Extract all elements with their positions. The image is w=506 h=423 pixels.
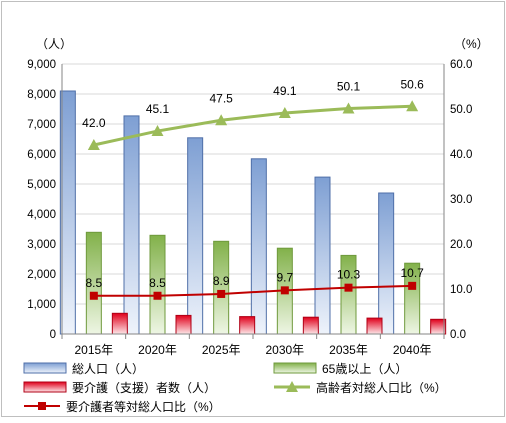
left-tick-label: 7,000: [27, 119, 56, 131]
x-tick-label: 2015年: [74, 343, 113, 357]
square-marker: [217, 289, 226, 298]
x-tick-label: 2040年: [393, 343, 432, 357]
series-line: [93, 104, 413, 147]
x-tick-label: 2035年: [329, 343, 368, 357]
bar: [250, 158, 267, 335]
bar: [430, 318, 447, 335]
right-tick-label: 0.0: [450, 329, 466, 341]
data-label: 8.9: [213, 274, 230, 288]
data-label: 8.5: [149, 276, 166, 290]
legend-label: 65歳以上（人）: [322, 362, 407, 376]
square-marker: [153, 291, 162, 300]
legend-label: 総人口（人）: [72, 362, 144, 376]
bar: [378, 192, 395, 335]
left-tick-label: 1,000: [27, 299, 56, 311]
legend-swatch: [273, 362, 317, 374]
bar: [111, 312, 128, 335]
data-label: 10.3: [337, 268, 361, 282]
right-tick-label: 20.0: [450, 239, 472, 251]
bar: [175, 314, 192, 335]
x-tick-label: 2025年: [202, 343, 241, 357]
left-tick-label: 4,000: [27, 209, 56, 221]
bar-series: [59, 90, 447, 335]
square-marker: [408, 281, 417, 290]
data-label: 9.7: [276, 270, 293, 284]
left-tick-label: 0: [50, 329, 56, 341]
left-tick-label: 5,000: [27, 179, 56, 191]
right-tick-label: 40.0: [450, 149, 472, 161]
bar: [314, 176, 331, 335]
legend-label: 要介護者等対総人口比（%）: [66, 399, 221, 414]
square-marker: [280, 286, 289, 295]
right-tick-label: 50.0: [450, 104, 472, 116]
left-tick-label: 2,000: [27, 269, 56, 281]
bar: [187, 137, 204, 335]
triangle-marker: [406, 100, 419, 112]
axes: （人） （%） 0 1,000 2,000 3,000 4,000 5,000 6,000 7…: [27, 37, 488, 357]
left-axis-unit-label: （人）: [36, 37, 72, 51]
left-tick-label: 8,000: [27, 89, 56, 101]
data-label: 47.5: [209, 91, 233, 105]
right-axis-unit-label: （%）: [454, 37, 489, 51]
legend-swatch: [23, 381, 67, 393]
left-tick-label: 3,000: [27, 239, 56, 251]
right-tick-label: 10.0: [450, 284, 472, 296]
right-tick-label: 60.0: [450, 59, 472, 71]
square-marker: [344, 283, 353, 292]
triangle-marker: [215, 114, 228, 126]
x-tick-label: 2020年: [138, 343, 177, 357]
bar: [239, 316, 256, 335]
bar: [123, 115, 140, 335]
triangle-marker: [151, 125, 164, 137]
series-line: [93, 284, 413, 297]
triangle-marker: [87, 139, 100, 150]
data-label: 45.1: [146, 102, 170, 116]
legend-swatch: [23, 362, 67, 374]
data-label: 8.5: [85, 276, 102, 290]
bar: [366, 317, 383, 335]
left-tick-label: 9,000: [27, 59, 56, 71]
legend-marker: [38, 402, 46, 410]
x-tick-label: 2030年: [265, 343, 304, 357]
data-label: 50.6: [400, 77, 424, 91]
combo-chart: 42.0 45.1 47.5 49.1 50.1 50.6 8.5 8.5 8.9 9.7 10.3…: [23, 37, 489, 414]
bar: [302, 316, 319, 335]
chart-container: 42.0 45.1 47.5 49.1 50.1 50.6 8.5 8.5 8.9 9.7 10.3…: [1, 1, 505, 417]
data-label: 49.1: [273, 84, 297, 98]
data-label: 50.1: [337, 80, 361, 94]
legend-marker: [286, 381, 298, 392]
data-label: 42.0: [82, 116, 106, 130]
right-tick-label: 30.0: [450, 194, 472, 206]
data-label: 10.7: [400, 266, 424, 280]
triangle-marker: [278, 107, 291, 119]
triangle-marker: [342, 102, 355, 114]
legend-label: 高齢者対総人口比（%）: [316, 380, 447, 395]
square-marker: [89, 291, 98, 300]
bar: [59, 90, 76, 335]
data-labels: 42.0 45.1 47.5 49.1 50.1 50.6 8.5 8.5 8.9 9.7 10.3…: [82, 77, 424, 289]
left-tick-label: 6,000: [27, 149, 56, 161]
line-series: [87, 100, 419, 300]
legend: 総人口（人） 65歳以上（人） 要介護（支援）者数（人） 高齢者対総人口比（%） 要介護…: [23, 362, 447, 414]
legend-label: 要介護（支援）者数（人）: [72, 380, 216, 395]
